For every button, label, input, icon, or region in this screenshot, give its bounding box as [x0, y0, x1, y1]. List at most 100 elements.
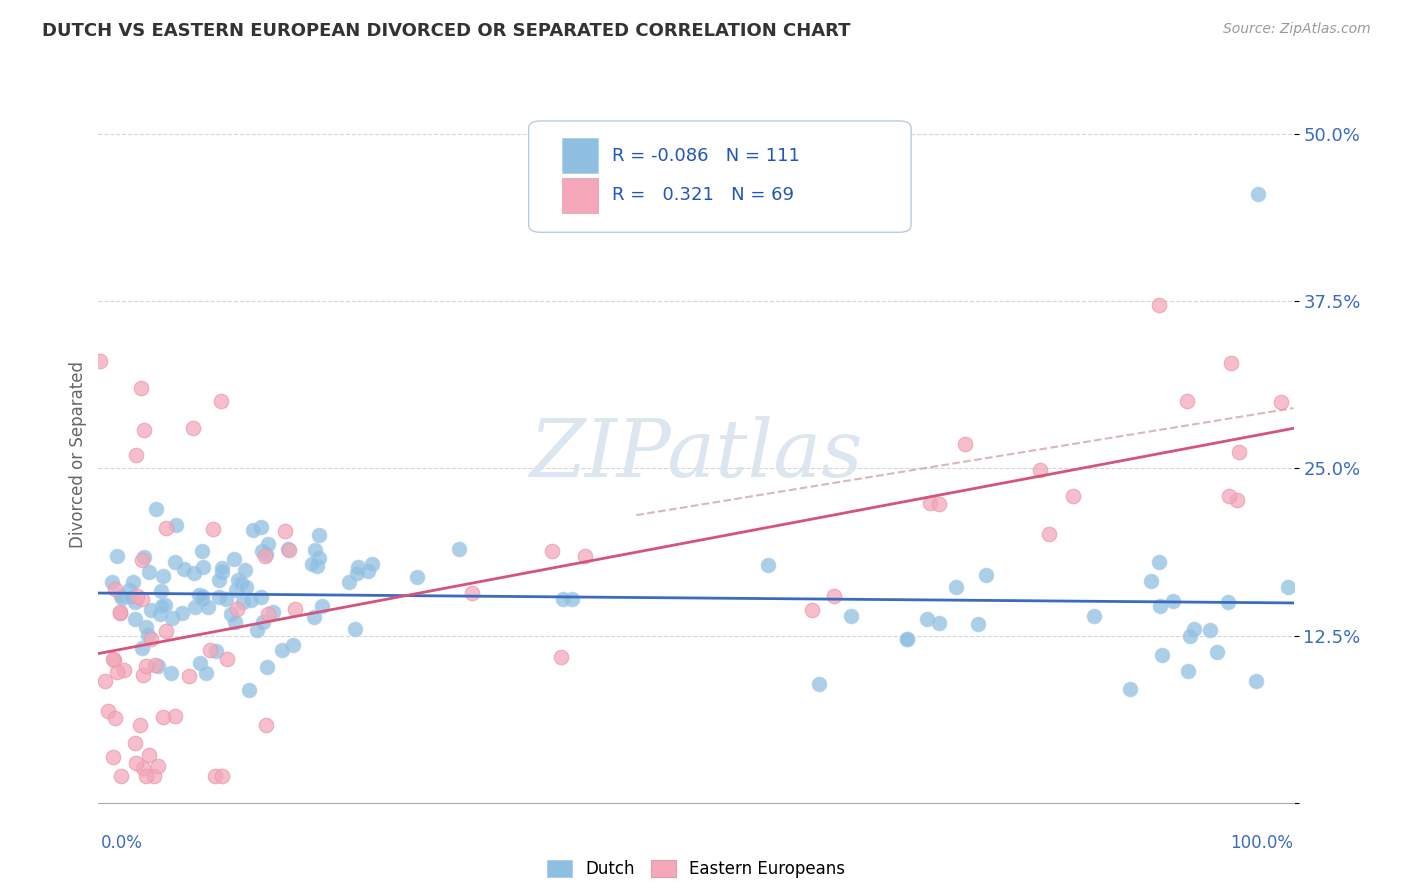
- Point: [128, 718, 150, 732]
- Point: [240, 593, 263, 607]
- Point: [191, 591, 214, 606]
- FancyBboxPatch shape: [529, 121, 911, 232]
- Point: [242, 524, 264, 538]
- Point: [262, 605, 284, 619]
- Point: [209, 394, 232, 409]
- Point: [1216, 595, 1239, 609]
- Point: [1149, 555, 1171, 569]
- Point: [191, 544, 214, 558]
- Point: [1038, 527, 1060, 541]
- Point: [1270, 395, 1292, 409]
- Point: [145, 501, 167, 516]
- Point: [1220, 356, 1243, 370]
- Point: [188, 656, 211, 670]
- Point: [250, 520, 273, 534]
- Point: [124, 595, 146, 609]
- Point: [97, 704, 120, 718]
- Point: [1147, 298, 1170, 312]
- Point: [225, 582, 247, 597]
- Point: [238, 683, 260, 698]
- Point: [110, 589, 132, 603]
- Point: [129, 381, 152, 395]
- Point: [148, 658, 170, 673]
- Point: [278, 542, 301, 557]
- Point: [143, 769, 166, 783]
- Point: [235, 580, 257, 594]
- Point: [1029, 463, 1052, 477]
- Point: [540, 543, 562, 558]
- Point: [135, 769, 157, 783]
- Text: ZIPatlas: ZIPatlas: [529, 417, 863, 493]
- Point: [357, 565, 380, 579]
- Point: [1227, 445, 1250, 459]
- Point: [124, 611, 146, 625]
- Point: [1178, 629, 1201, 643]
- Point: [222, 551, 245, 566]
- Point: [308, 551, 330, 566]
- Text: Source: ZipAtlas.com: Source: ZipAtlas.com: [1223, 22, 1371, 37]
- Point: [250, 544, 273, 558]
- Point: [149, 607, 172, 621]
- Text: 100.0%: 100.0%: [1230, 834, 1294, 852]
- Point: [1199, 623, 1222, 637]
- Point: [131, 553, 153, 567]
- Point: [215, 652, 238, 666]
- Point: [249, 590, 271, 604]
- Point: [110, 605, 132, 619]
- Point: [228, 573, 250, 587]
- Point: [125, 756, 148, 770]
- Point: [155, 521, 177, 535]
- Point: [177, 668, 200, 682]
- Point: [200, 642, 222, 657]
- Point: [284, 602, 307, 616]
- Point: [896, 632, 918, 647]
- Point: [208, 573, 231, 587]
- Point: [105, 665, 128, 680]
- Point: [160, 665, 183, 680]
- Point: [928, 615, 950, 630]
- Point: [229, 575, 252, 590]
- Point: [202, 522, 225, 536]
- Point: [94, 673, 117, 688]
- Point: [252, 615, 274, 629]
- Point: [1182, 622, 1205, 636]
- Point: [406, 570, 429, 584]
- FancyBboxPatch shape: [562, 138, 598, 173]
- Point: [839, 609, 862, 624]
- Point: [89, 354, 111, 368]
- Point: [197, 599, 219, 614]
- Point: [104, 582, 127, 596]
- Point: [253, 549, 276, 564]
- Point: [132, 423, 155, 437]
- Point: [561, 592, 583, 607]
- Point: [173, 562, 195, 576]
- Point: [1218, 489, 1240, 503]
- Point: [101, 652, 124, 666]
- Point: [131, 640, 153, 655]
- Point: [132, 668, 155, 682]
- Text: R =   0.321   N = 69: R = 0.321 N = 69: [612, 186, 794, 204]
- Point: [311, 599, 333, 614]
- Point: [183, 566, 205, 580]
- Point: [141, 632, 163, 646]
- Point: [205, 644, 228, 658]
- Point: [945, 580, 967, 594]
- Point: [211, 769, 233, 783]
- Point: [277, 541, 299, 556]
- Point: [122, 575, 145, 590]
- FancyBboxPatch shape: [562, 178, 598, 213]
- Y-axis label: Divorced or Separated: Divorced or Separated: [69, 361, 87, 549]
- Point: [219, 607, 242, 621]
- Point: [1062, 490, 1084, 504]
- Point: [1175, 393, 1198, 408]
- Point: [150, 583, 173, 598]
- Point: [110, 591, 132, 606]
- Point: [256, 717, 278, 731]
- Point: [301, 557, 323, 571]
- Point: [152, 710, 174, 724]
- Point: [800, 603, 823, 617]
- Point: [139, 603, 162, 617]
- Point: [118, 583, 141, 598]
- Text: 0.0%: 0.0%: [101, 834, 143, 852]
- Point: [226, 602, 249, 616]
